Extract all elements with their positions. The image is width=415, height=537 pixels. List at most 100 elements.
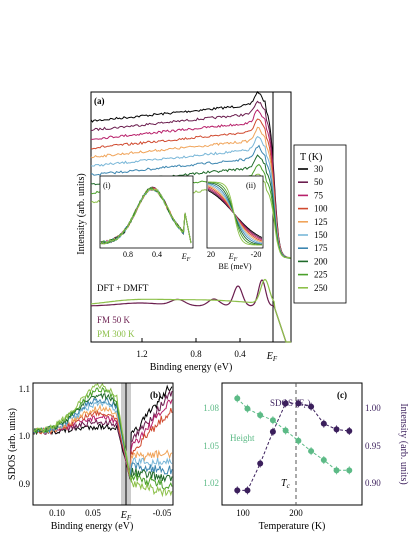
inset-i-tick-08: 0.8 — [123, 250, 133, 259]
pm-label: PM 300 K — [97, 329, 135, 339]
b-xlabel: Binding energy (eV) — [51, 521, 134, 532]
c-ylabel-right: Intensity (arb. units) — [398, 403, 409, 484]
legend-label-225: 225 — [314, 270, 328, 280]
panel-a-frame — [90, 91, 292, 343]
sdos-dashed-line — [237, 402, 350, 491]
inset-i-curve-250 — [100, 188, 192, 245]
panel-c-frame — [221, 382, 363, 506]
sdos-curve-30k — [33, 384, 173, 479]
height-point-150k — [295, 437, 302, 444]
sdos-point-250k — [346, 427, 353, 434]
sdos-point-100k — [269, 428, 276, 435]
b-ytick-11: 1.1 — [19, 384, 30, 394]
height-point-175k — [308, 448, 315, 455]
fm-label: FM 50 K — [97, 315, 131, 325]
inset-ii-curves — [207, 181, 263, 246]
inset-i-tick-04: 0.4 — [152, 250, 162, 259]
c-ytick-left-108: 1.08 — [203, 403, 219, 413]
inset-ii-label: (ii) — [246, 181, 256, 190]
sdos-curve-200k — [33, 392, 173, 483]
panel-b-frame — [32, 382, 174, 506]
height-point-100k — [269, 417, 276, 424]
a-tick-08: 0.8 — [190, 349, 202, 359]
sdos-point-150k — [295, 400, 302, 407]
legend-items: 30 50 75 100 125 150 175 200 225 250 — [298, 164, 328, 293]
panel-a-xaxis: 1.2 0.8 0.4 EF Binding energy (eV) — [136, 338, 278, 373]
c-ytick-right-090: 0.90 — [365, 478, 381, 488]
c-ytick-right-100: 1.00 — [365, 403, 381, 413]
a-tick-ef: EF — [266, 351, 278, 363]
inset-ii-tick-m20: -20 — [251, 250, 262, 259]
b-ytick-09: 0.9 — [19, 479, 31, 489]
sdos-point-50k — [244, 487, 251, 494]
inset-ii-tick-ef: EF — [228, 252, 238, 263]
c-xtick-100: 100 — [236, 508, 250, 518]
legend-label-30: 30 — [314, 164, 324, 174]
c-xtick-200: 200 — [289, 508, 303, 518]
a-tick-04: 0.4 — [234, 349, 246, 359]
sdos-point-75k — [257, 460, 264, 467]
inset-i: (i) 0.8 0.4 EF — [99, 175, 194, 263]
b-ytick-10: 1.0 — [19, 431, 31, 441]
b-xtick-m005: -0.05 — [153, 508, 172, 518]
panel-c: (c) SDOS (EF) Height Tc 1.08 1.05 1.02 1… — [203, 382, 409, 532]
inset-i-label: (i) — [103, 181, 111, 190]
inset-i-curves — [100, 186, 192, 245]
spectrum-100k — [90, 118, 291, 259]
height-point-50k — [244, 405, 251, 412]
legend-title: T (K) — [300, 152, 322, 163]
height-point-250k — [346, 467, 353, 474]
legend-label-250: 250 — [314, 283, 328, 293]
sdos-point-175k — [308, 403, 315, 410]
panel-c-label: (c) — [337, 390, 347, 400]
c-ytick-left-105: 1.05 — [203, 441, 219, 451]
sdos-series-label: SDOS (EF) — [270, 398, 310, 410]
panel-c-series — [234, 394, 353, 495]
panel-b-label: (b) — [150, 390, 161, 400]
legend-frame — [293, 144, 347, 304]
b-xtick-005: 0.05 — [85, 508, 101, 518]
b-ylabel: SDOS (arb. units) — [7, 408, 18, 480]
legend-label-75: 75 — [314, 190, 324, 200]
height-dashed-line — [236, 398, 350, 471]
sdos-curve-225k — [33, 387, 173, 491]
panel-b: (b) 1.1 1.0 0.9 0.10 0.05 EF -0.05 Bindi… — [7, 382, 174, 532]
sdos-point-225k — [333, 426, 340, 433]
height-series-label: Height — [230, 433, 255, 443]
sdos-curve-250k — [33, 383, 173, 498]
height-point-125k — [282, 427, 289, 434]
legend-label-50: 50 — [314, 177, 324, 187]
legend-label-100: 100 — [314, 204, 328, 214]
b-xtick-010: 0.10 — [49, 508, 65, 518]
theory-curves — [90, 278, 291, 343]
inset-ii: (ii) 20 EF -20 BE (meV) — [206, 175, 264, 271]
height-point-225k — [333, 467, 340, 474]
inset-ii-curve-250 — [208, 181, 262, 246]
legend-label-125: 125 — [314, 217, 328, 227]
a-xlabel: Binding energy (eV) — [150, 362, 233, 373]
c-xlabel: Temperature (K) — [259, 521, 326, 532]
spectrum-30k — [90, 90, 291, 259]
spectra-group — [90, 90, 291, 259]
height-point-30k — [234, 395, 241, 402]
theory-pm-curve — [90, 278, 291, 343]
a-ylabel: Intensity (arb. units) — [76, 173, 87, 254]
legend-label-200: 200 — [314, 256, 328, 266]
theory-fm-curve — [91, 279, 291, 343]
inset-i-tick-ef: EF — [181, 252, 191, 263]
sdos-curve-150k — [33, 400, 173, 476]
panel-a-label: (a) — [94, 96, 105, 106]
spectrum-50k — [90, 100, 291, 259]
spectrum-75k — [90, 109, 291, 259]
sdos-point-125k — [282, 400, 289, 407]
a-tick-12: 1.2 — [136, 349, 147, 359]
panel-a: (a) (i) 0.8 0.4 EF (ii) 20 EF -20 BE (me… — [76, 90, 347, 373]
spectrum-175k — [90, 144, 291, 259]
spectrum-125k — [90, 126, 291, 259]
inset-i-frame — [99, 175, 194, 249]
legend-label-150: 150 — [314, 230, 328, 240]
legend: T (K) 30 50 75 100 125 150 175 200 225 250 — [293, 144, 347, 304]
inset-ii-xlabel: BE (meV) — [218, 262, 251, 271]
height-point-75k — [257, 412, 264, 419]
